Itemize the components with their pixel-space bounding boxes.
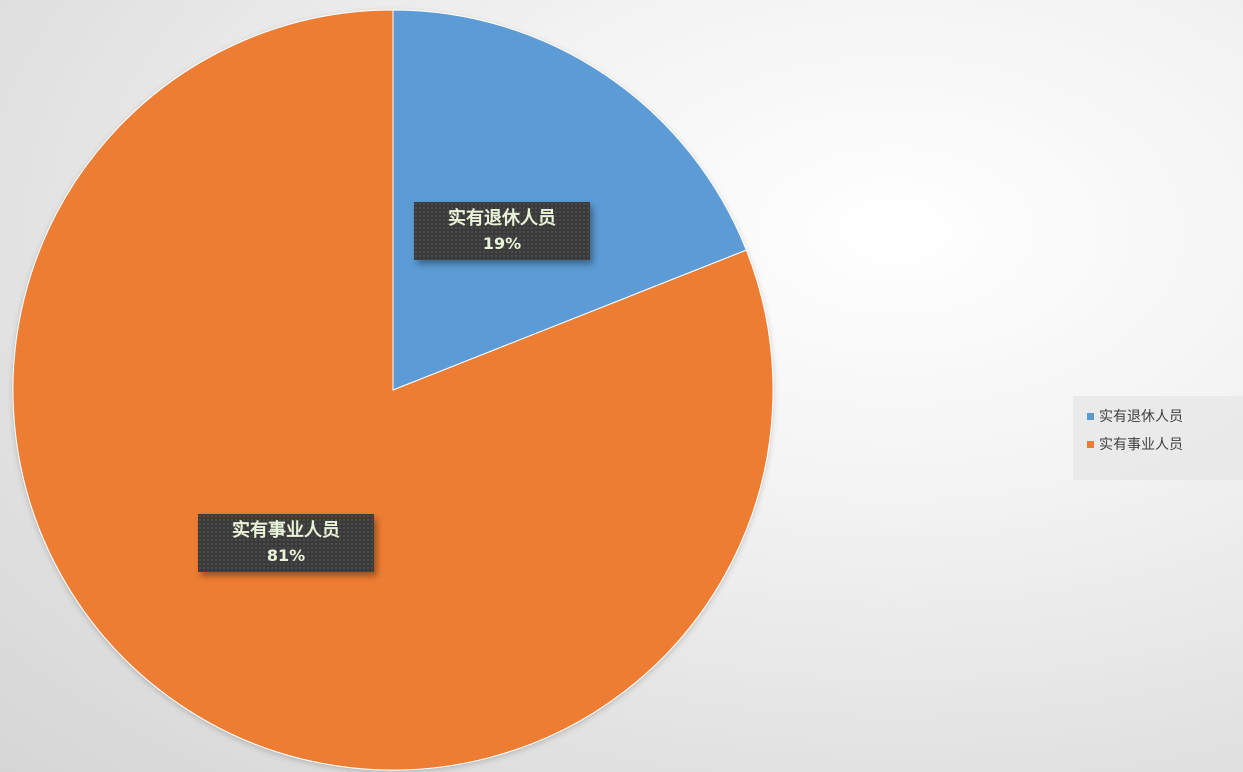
- chart-legend: 实有退休人员 实有事业人员: [1073, 396, 1243, 480]
- pie-slice-employed: [12, 9, 774, 771]
- legend-label-employed: 实有事业人员: [1099, 437, 1183, 453]
- data-label-retired: 实有退休人员 19%: [414, 202, 590, 260]
- legend-label-retired: 实有退休人员: [1099, 409, 1183, 425]
- legend-item-retired: 实有退休人员: [1073, 402, 1243, 430]
- legend-swatch-employed: [1087, 440, 1094, 448]
- data-label-employed-category: 实有事业人员: [232, 520, 340, 541]
- legend-swatch-retired: [1087, 412, 1094, 420]
- data-label-employed: 实有事业人员 81%: [198, 514, 374, 572]
- data-label-employed-percent: 81%: [266, 546, 306, 565]
- pie-slice-retired: [392, 9, 747, 391]
- data-label-retired-category: 实有退休人员: [448, 208, 556, 229]
- legend-item-employed: 实有事业人员: [1073, 430, 1243, 458]
- data-label-retired-percent: 19%: [482, 234, 522, 253]
